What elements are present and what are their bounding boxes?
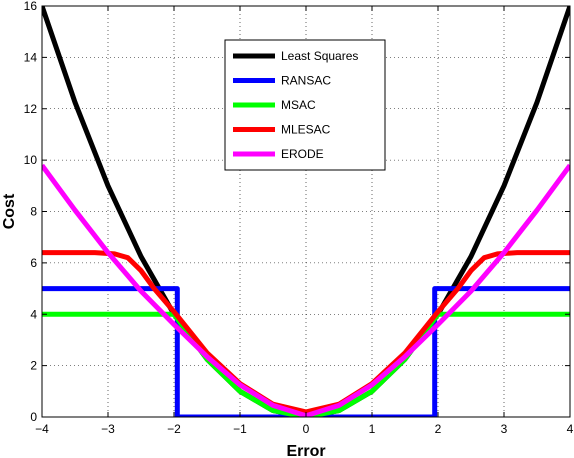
y-tick-label: 16 bbox=[24, 0, 38, 13]
x-tick-label: 3 bbox=[501, 422, 508, 436]
y-tick-label: 4 bbox=[30, 307, 37, 321]
legend-entry: RANSAC bbox=[281, 74, 331, 88]
x-axis-label: Error bbox=[286, 443, 325, 458]
y-tick-label: 10 bbox=[24, 153, 38, 167]
series-layer bbox=[42, 6, 570, 417]
legend-entry: Least Squares bbox=[281, 49, 358, 63]
x-tick-label: −2 bbox=[167, 422, 181, 436]
y-tick-label: 0 bbox=[30, 410, 37, 424]
y-tick-label: 14 bbox=[24, 50, 38, 64]
x-tick-label: −1 bbox=[233, 422, 247, 436]
y-tick-label: 8 bbox=[30, 205, 37, 219]
y-tick-label: 6 bbox=[30, 256, 37, 270]
legend-entry: MSAC bbox=[281, 98, 316, 112]
x-tick-label: 1 bbox=[369, 422, 376, 436]
x-tick-label: 4 bbox=[567, 422, 574, 436]
series-line-mlesac bbox=[42, 250, 570, 415]
series-line-least-squares bbox=[42, 6, 570, 417]
legend: Least Squares RANSAC MSAC MLESAC ERODE bbox=[224, 39, 386, 171]
x-tick-label: −3 bbox=[101, 422, 115, 436]
x-tick-label: 2 bbox=[435, 422, 442, 436]
legend-entry: ERODE bbox=[281, 147, 324, 161]
y-tick-label: 2 bbox=[30, 359, 37, 373]
y-tick-label: 12 bbox=[24, 102, 38, 116]
x-tick-label: 0 bbox=[303, 422, 310, 436]
y-axis-label: Cost bbox=[1, 193, 18, 229]
legend-entry: MLESAC bbox=[281, 123, 331, 137]
x-tick-label: −4 bbox=[35, 422, 49, 436]
